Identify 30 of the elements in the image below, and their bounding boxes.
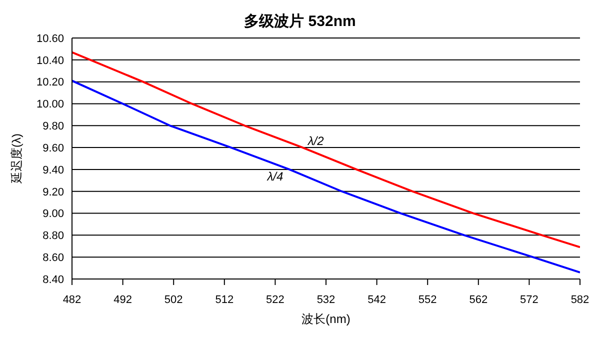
y-tick-label: 9.40 bbox=[42, 164, 64, 176]
y-axis-title: 延迟度(λ) bbox=[9, 134, 24, 184]
x-tick-label: 552 bbox=[418, 294, 437, 306]
annotation: λ/4 bbox=[266, 169, 284, 184]
annotation: λ/2 bbox=[306, 134, 324, 148]
x-tick-label: 492 bbox=[114, 294, 132, 306]
x-tick-label: 532 bbox=[316, 294, 336, 306]
x-tick-label: 542 bbox=[368, 294, 386, 306]
x-tick-label: 572 bbox=[520, 294, 538, 306]
y-tick-label: 8.40 bbox=[42, 274, 64, 286]
y-tick-label: 10.40 bbox=[36, 54, 64, 67]
chart-title: 多级波片 532nm bbox=[243, 12, 357, 32]
y-tick-label: 9.80 bbox=[42, 120, 64, 133]
x-axis-title: 波长(nm) bbox=[302, 312, 350, 326]
x-tick-label: 502 bbox=[164, 294, 183, 306]
y-tick-label: 9.20 bbox=[42, 186, 64, 198]
y-tick-label: 9.00 bbox=[42, 208, 64, 220]
line-series bbox=[72, 80, 580, 274]
y-tick-label: 9.60 bbox=[42, 142, 64, 154]
y-tick-label: 10.60 bbox=[36, 32, 64, 45]
x-tick-label: 522 bbox=[266, 294, 284, 306]
x-tick-label: 582 bbox=[570, 294, 590, 306]
x-tick-label: 482 bbox=[62, 294, 82, 306]
x-tick-label: 512 bbox=[215, 294, 234, 306]
y-tick-label: 8.80 bbox=[42, 230, 64, 242]
x-tick-label: 562 bbox=[469, 294, 488, 306]
y-tick-label: 8.60 bbox=[42, 252, 64, 264]
y-tick-label: 10.00 bbox=[36, 98, 64, 111]
y-tick-label: 10.20 bbox=[36, 76, 64, 89]
line-series bbox=[72, 51, 580, 248]
